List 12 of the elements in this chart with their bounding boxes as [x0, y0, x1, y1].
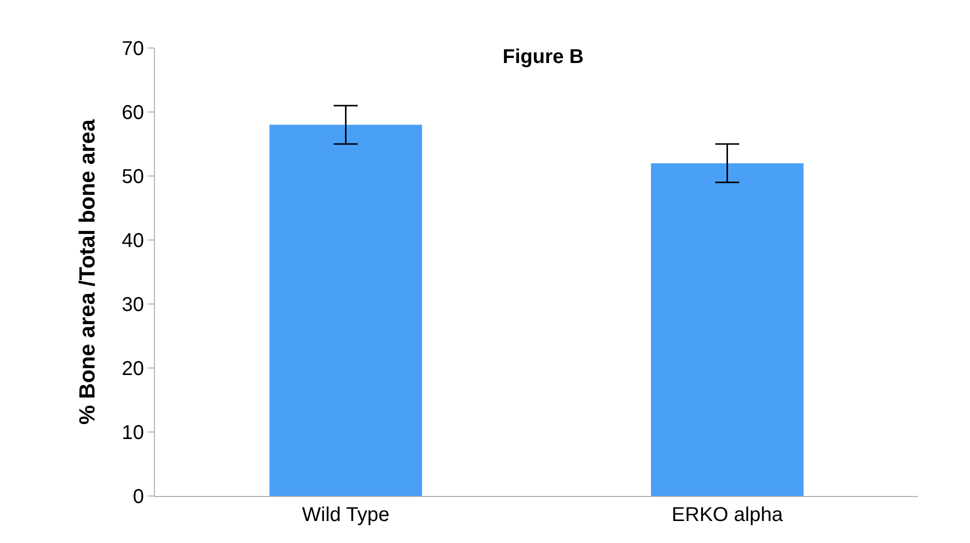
y-tick-label: 30: [122, 294, 144, 316]
y-tick-label: 70: [122, 38, 144, 60]
y-tick-label: 10: [122, 422, 144, 444]
y-tick-label: 50: [122, 166, 144, 188]
y-tick-label: 60: [122, 102, 144, 124]
y-tick-label: 40: [122, 230, 144, 252]
chart-title: Figure B: [502, 46, 584, 68]
x-tick-label: ERKO alpha: [672, 504, 784, 526]
y-tick-label: 20: [122, 358, 144, 380]
y-tick-label: 0: [132, 486, 144, 508]
x-tick-label: Wild Type: [302, 504, 390, 526]
y-axis-title: % Bone area /Total bone area: [74, 118, 100, 425]
